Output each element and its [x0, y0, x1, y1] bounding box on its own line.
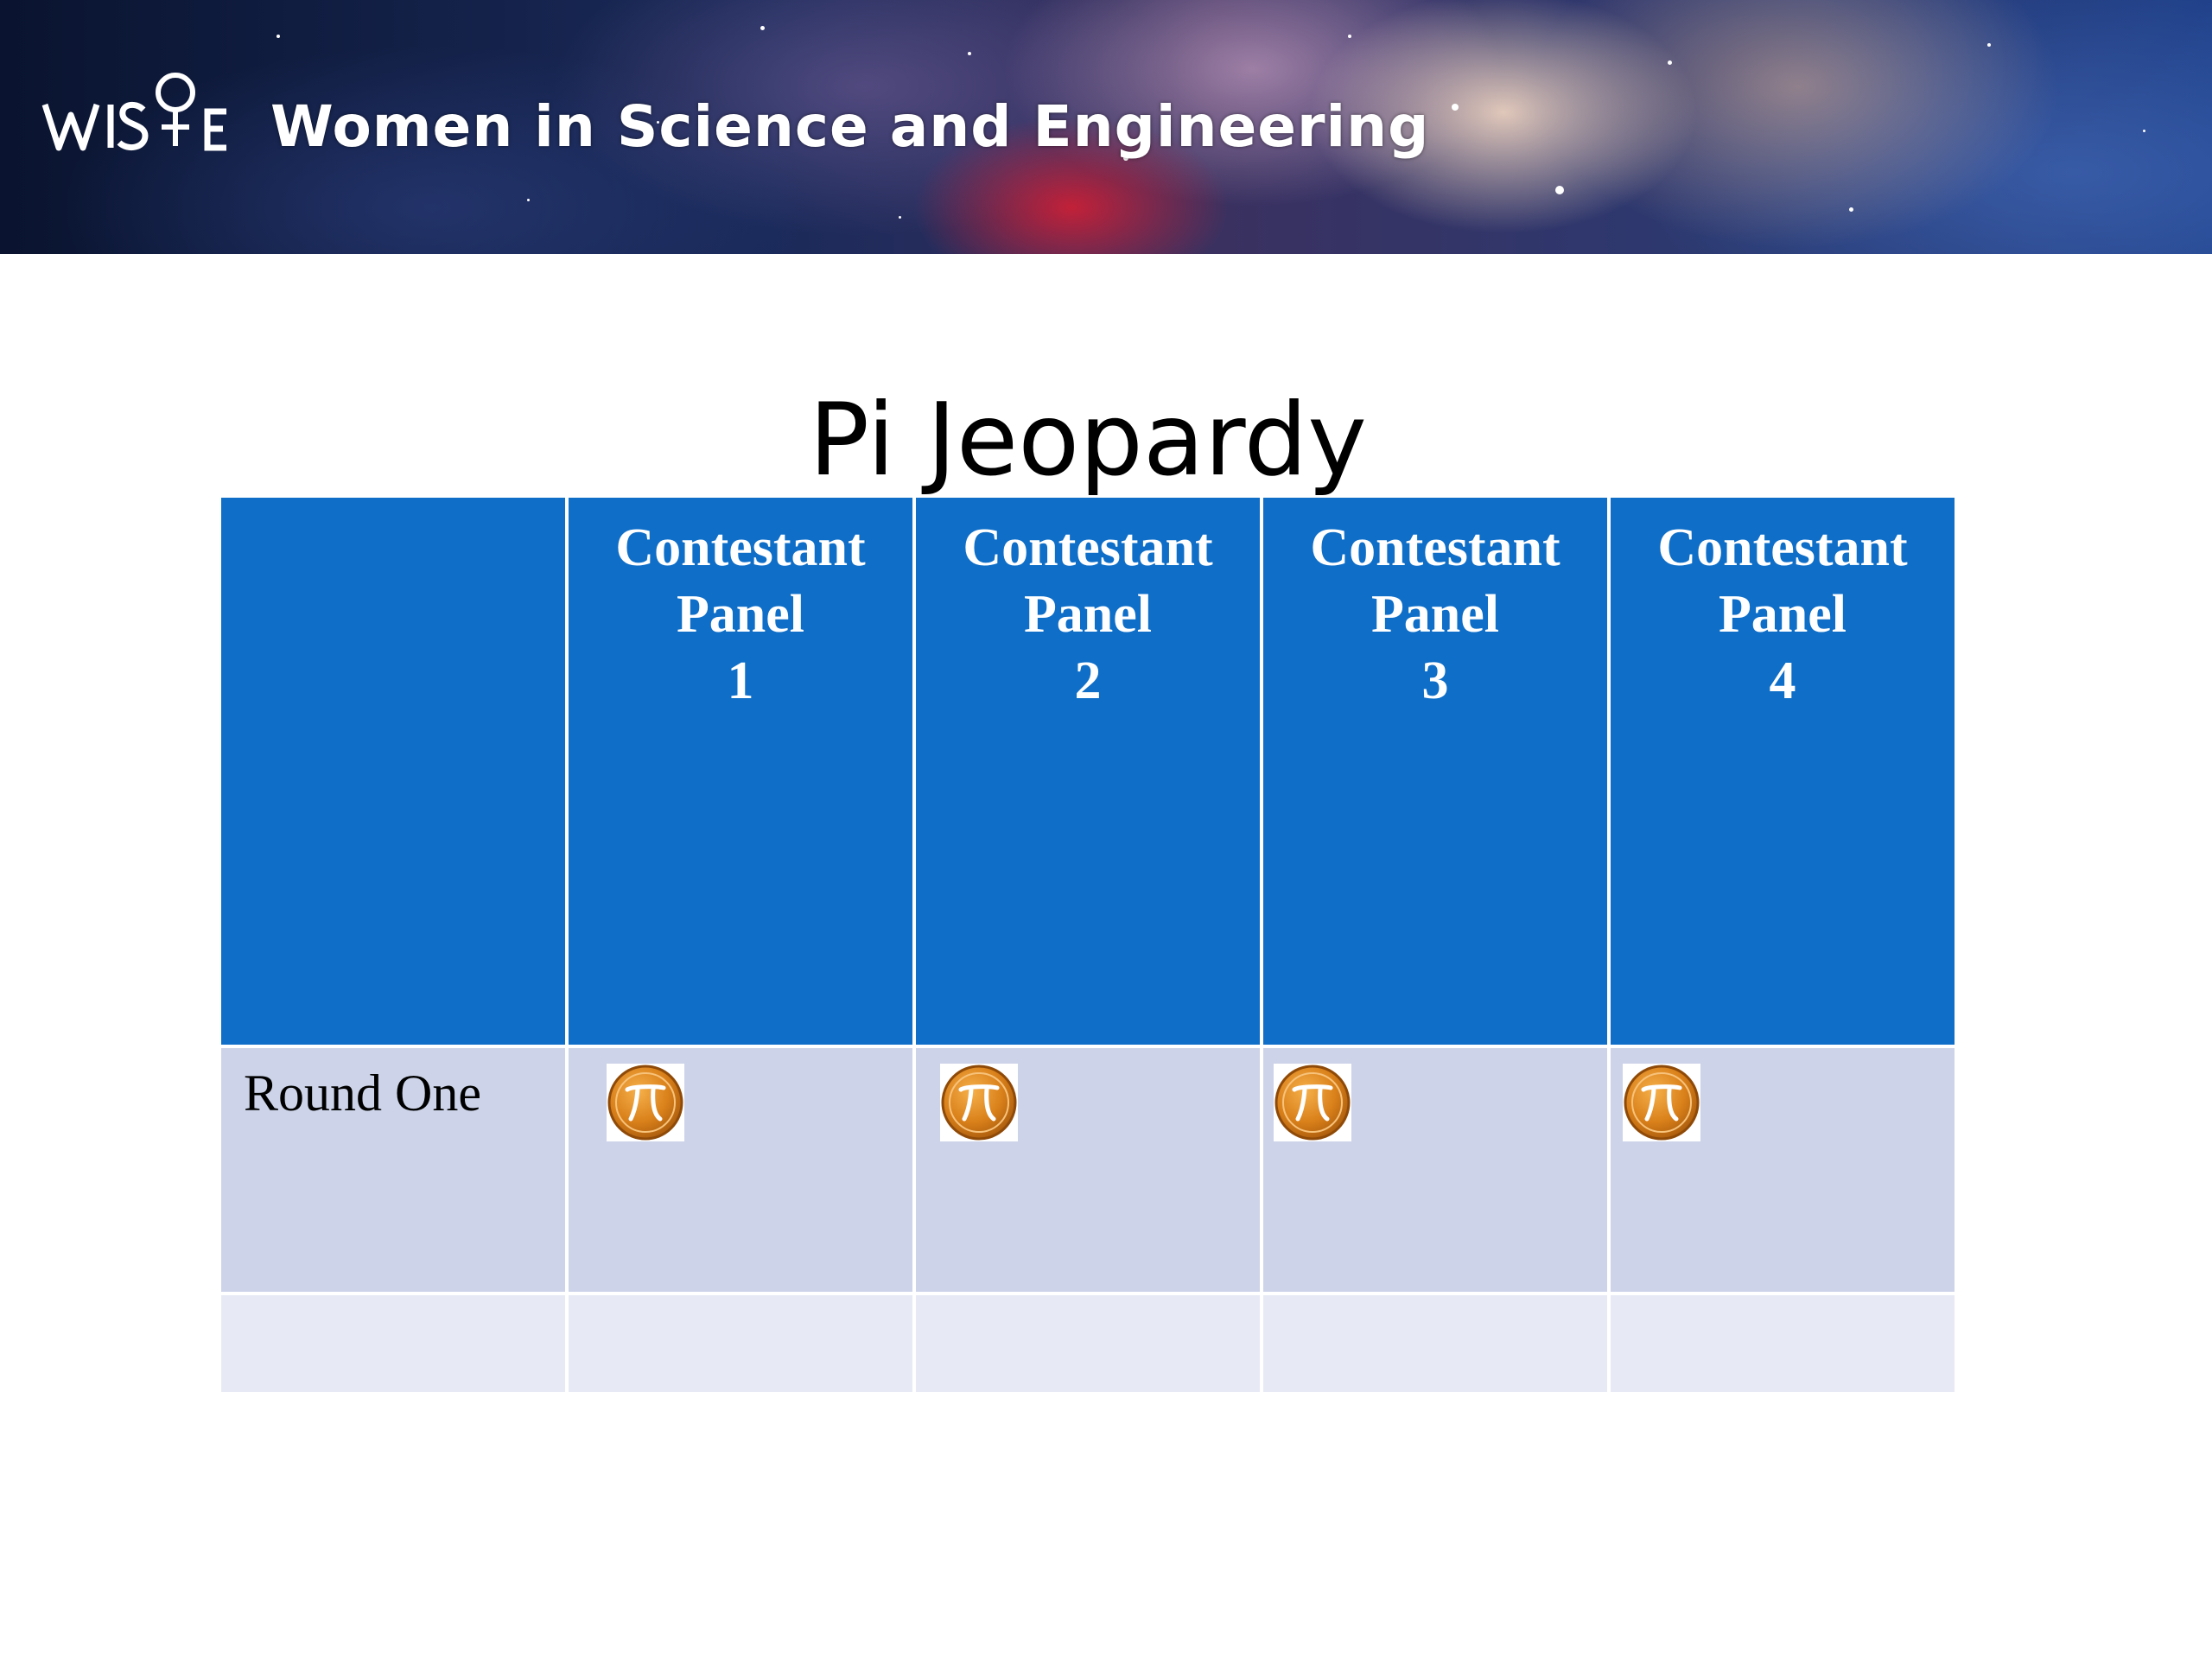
column-header-line: Panel [1370, 585, 1500, 644]
empty-cell [1263, 1295, 1607, 1392]
column-header-line: Contestant [963, 518, 1213, 577]
empty-row [221, 1295, 1955, 1392]
empty-cell [569, 1295, 912, 1392]
round-one-panel-1-cell [569, 1048, 912, 1292]
page-title: Pi Jeopardy [809, 382, 1367, 499]
column-header-number: 1 [727, 652, 754, 710]
round-label: Round One [244, 1065, 481, 1122]
banner-title: Women in Science and Engineering [270, 93, 1430, 160]
wise-logo [41, 73, 232, 152]
board-header-row: Contestant Panel 1 Contestant Panel 2 Co… [221, 498, 1955, 1045]
column-header-line: Panel [1023, 585, 1153, 644]
column-header-line: Panel [1718, 585, 1847, 644]
column-header-line: Contestant [1310, 518, 1560, 577]
empty-cell [916, 1295, 1260, 1392]
column-header-number: 3 [1421, 652, 1449, 710]
column-header-panel-2: Contestant Panel 2 [916, 498, 1260, 1045]
column-header-panel-3: Contestant Panel 3 [1263, 498, 1607, 1045]
column-header-number: 4 [1769, 652, 1796, 710]
empty-cell [221, 1295, 565, 1392]
column-header-line: Panel [676, 585, 805, 644]
round-label-cell: Round One [221, 1048, 565, 1292]
round-one-row: Round One [221, 1048, 1955, 1292]
pi-coin-icon [941, 1065, 1017, 1141]
pi-coin-icon [607, 1065, 683, 1141]
column-header-number: 2 [1074, 652, 1102, 710]
column-header-panel-1: Contestant Panel 1 [569, 498, 912, 1045]
jeopardy-board: Contestant Panel 1 Contestant Panel 2 Co… [218, 494, 1958, 1395]
column-header-line: Contestant [615, 518, 866, 577]
pi-coin-icon [1624, 1065, 1700, 1141]
pi-coin-button-panel-4[interactable] [1623, 1064, 1700, 1141]
column-header-line: Contestant [1657, 518, 1908, 577]
pi-coin-icon [1274, 1065, 1351, 1141]
pi-coin-button-panel-3[interactable] [1274, 1064, 1351, 1141]
pi-coin-button-panel-1[interactable] [607, 1064, 684, 1141]
empty-cell [1611, 1295, 1955, 1392]
pi-coin-button-panel-2[interactable] [940, 1064, 1018, 1141]
round-one-panel-4-cell [1611, 1048, 1955, 1292]
header-corner-cell [221, 498, 565, 1045]
header-banner: Women in Science and Engineering [0, 0, 2212, 254]
round-one-panel-2-cell [916, 1048, 1260, 1292]
column-header-panel-4: Contestant Panel 4 [1611, 498, 1955, 1045]
round-one-panel-3-cell [1263, 1048, 1607, 1292]
